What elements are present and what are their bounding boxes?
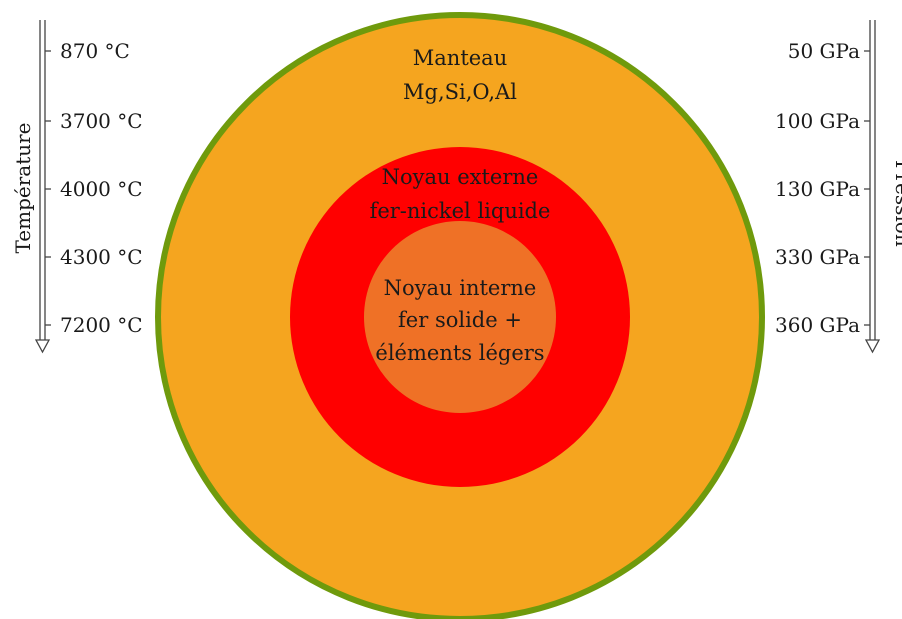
mantle-label-line1: Manteau <box>413 46 507 70</box>
temperature-label: 870 °C <box>60 39 130 63</box>
temperature-axis: Température <box>11 20 51 354</box>
outer-core-label-line1: Noyau externe <box>382 165 539 189</box>
temperature-label: 3700 °C <box>60 109 143 133</box>
inner-core-layer <box>364 221 556 413</box>
temperature-arrow-head-icon <box>34 339 51 354</box>
temperature-label: 4000 °C <box>60 177 143 201</box>
inner-core-label-line1: Noyau interne <box>384 276 537 300</box>
temperature-label: 4300 °C <box>60 245 143 269</box>
pressure-axis-title: Pression <box>891 160 902 247</box>
temperature-label: 7200 °C <box>60 313 143 337</box>
pressure-axis: Pression <box>864 20 902 354</box>
pressure-label: 360 GPa <box>775 313 860 337</box>
inner-core-label-line3: éléments légers <box>375 341 544 365</box>
inner-core-label-line2: fer solide + <box>398 308 522 332</box>
mantle-label-line2: Mg,Si,O,Al <box>403 80 517 104</box>
pressure-arrow-head-icon <box>864 339 881 354</box>
pressure-label: 50 GPa <box>788 39 860 63</box>
pressure-label: 130 GPa <box>775 177 860 201</box>
temperature-axis-title: Température <box>11 122 35 253</box>
outer-core-label-line2: fer-nickel liquide <box>370 199 551 223</box>
pressure-label: 100 GPa <box>775 109 860 133</box>
pressure-label: 330 GPa <box>775 245 860 269</box>
